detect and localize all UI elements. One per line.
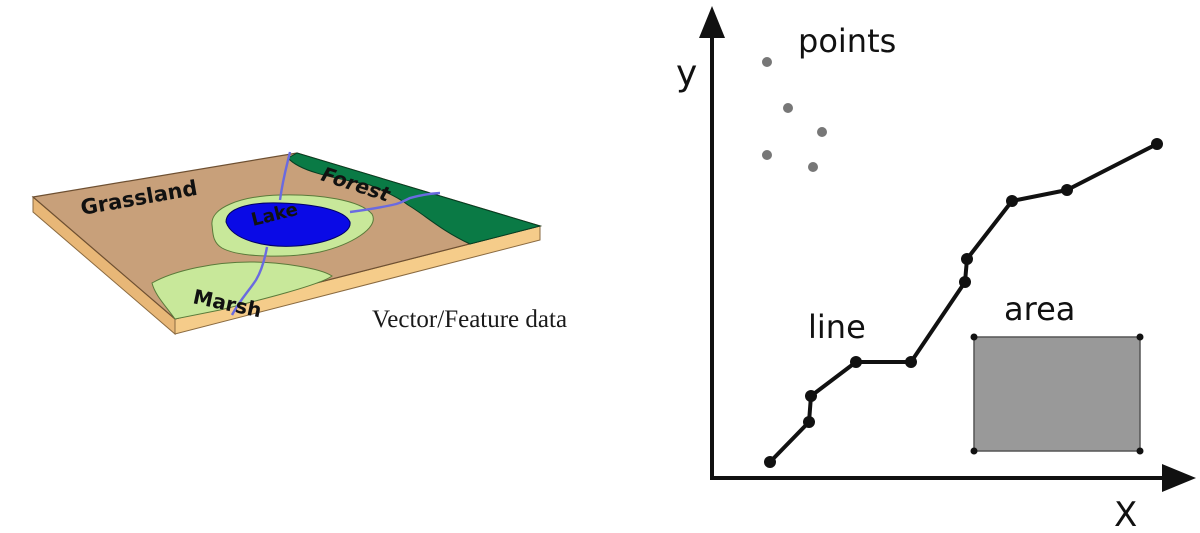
line-vertex: [961, 253, 973, 265]
point-2: [783, 103, 793, 113]
point-1: [762, 57, 772, 67]
area-vertex: [1136, 333, 1144, 341]
lake-region: [225, 202, 351, 247]
area-vertices: [970, 333, 1144, 455]
line-vertex: [850, 356, 862, 368]
points-label: points: [798, 22, 896, 60]
line-vertex: [959, 276, 971, 288]
line-vertex: [1061, 184, 1073, 196]
point-features: [762, 57, 827, 172]
y-axis-arrow-icon: [699, 6, 725, 38]
line-vertex: [905, 356, 917, 368]
line-vertex: [1151, 138, 1163, 150]
y-axis-label: y: [676, 53, 697, 94]
line-vertex: [1006, 195, 1018, 207]
line-feature: [768, 142, 1158, 464]
line-vertex: [805, 390, 817, 402]
area-vertex: [970, 333, 978, 341]
area-feature: [973, 336, 1141, 452]
map-tile: Grassland Forest Lake Marsh: [31, 151, 543, 336]
line-vertex: [764, 456, 776, 468]
line-vertices: [764, 138, 1163, 468]
area-vertex: [970, 447, 978, 455]
river-network: [230, 151, 441, 316]
coordinate-plot: y X points line area: [676, 6, 1196, 533]
x-axis-label: X: [1114, 495, 1137, 533]
line-label: line: [808, 308, 866, 346]
point-4: [762, 150, 772, 160]
marsh-region-south: [151, 261, 333, 320]
point-3: [817, 127, 827, 137]
area-label: area: [1004, 290, 1075, 328]
forest-region: [287, 152, 542, 245]
x-axis-arrow-icon: [1162, 464, 1196, 492]
line-vertex: [803, 416, 815, 428]
vector-feature-caption: Vector/Feature data: [372, 306, 568, 333]
point-5: [808, 162, 818, 172]
area-vertex: [1136, 447, 1144, 455]
